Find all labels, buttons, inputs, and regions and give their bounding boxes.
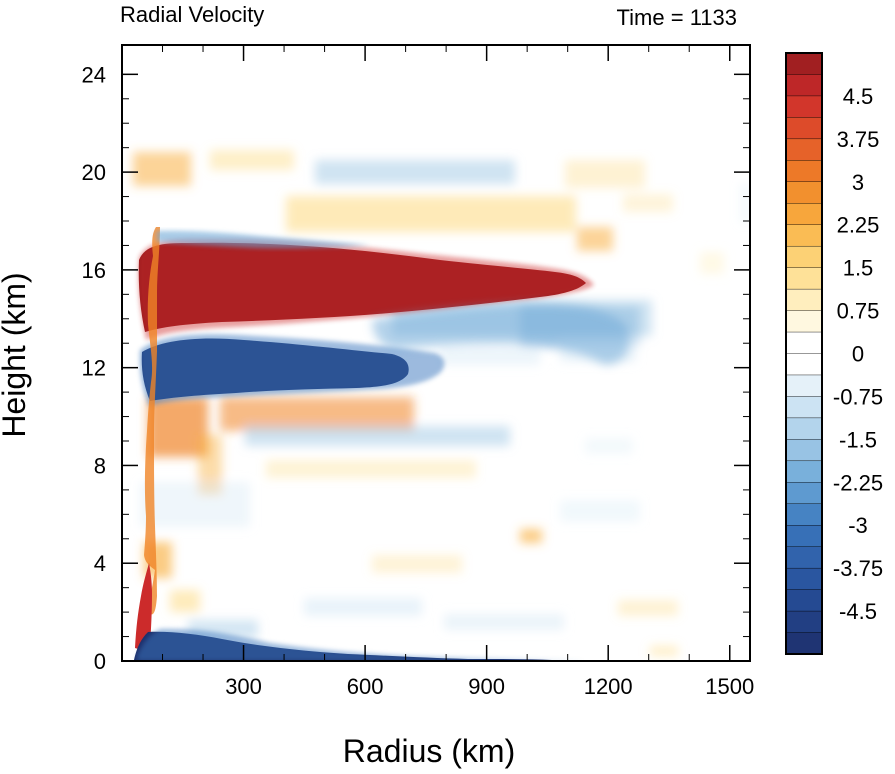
upper-inflow-weak-band xyxy=(372,303,630,365)
x-tick-label-1200: 1200 xyxy=(584,674,633,699)
x-axis-title: Radius (km) xyxy=(343,733,515,769)
field-patch-upper-left xyxy=(133,152,191,186)
velocity-field xyxy=(133,150,750,661)
x-tick-labels: 300 600 900 1200 1500 xyxy=(225,674,754,699)
colorbar-swatch-8 xyxy=(785,224,823,247)
field-patch-upper-band-1 xyxy=(210,150,294,170)
colorbar-label--4.5: -4.5 xyxy=(839,599,877,624)
colorbar-label-4.5: 4.5 xyxy=(843,84,874,109)
colorbar-swatch-9 xyxy=(785,245,823,269)
eyewall-outflow-lower xyxy=(135,563,152,650)
colorbar-label--3: -3 xyxy=(848,513,868,538)
colorbar-swatch-1 xyxy=(785,74,823,97)
field-patch-lower-left-6 xyxy=(140,482,250,527)
colorbar-swatch-14 xyxy=(785,353,823,376)
y-tick-label-24: 24 xyxy=(82,62,106,87)
y-tick-label-12: 12 xyxy=(82,356,106,381)
colorbar-swatch-10 xyxy=(785,267,823,290)
field-patch-blue-mid-4 xyxy=(440,347,540,365)
field-patch-upper-band-2 xyxy=(315,160,515,184)
field-patch-lower-left-14 xyxy=(650,646,678,656)
field-patch-lower-left-3 xyxy=(220,397,414,431)
field-patch-lower-left-5 xyxy=(266,460,476,478)
y-axis-title: Height (km) xyxy=(0,272,32,437)
field-patch-lower-left-13 xyxy=(618,600,678,616)
chart-title: Radial Velocity xyxy=(120,2,264,27)
colorbar-frame xyxy=(785,52,823,655)
colorbar-swatch-4 xyxy=(785,138,823,161)
y-tick-label-4: 4 xyxy=(94,551,106,576)
colorbar-label-0.75: 0.75 xyxy=(837,299,880,324)
colorbar-swatch-18 xyxy=(785,439,823,462)
colorbar-label-3: 3 xyxy=(852,170,864,195)
colorbar-swatch-3 xyxy=(785,117,823,140)
colorbar-label-1.5: 1.5 xyxy=(843,256,874,281)
upper-outflow-edge xyxy=(138,238,595,340)
colorbar-label--2.25: -2.25 xyxy=(833,470,883,495)
y-tick-label-20: 20 xyxy=(82,160,106,185)
y-tick-label-16: 16 xyxy=(82,258,106,283)
mid-upper-inflow-edge xyxy=(139,334,445,406)
field-patch-upper-band-5 xyxy=(577,227,613,251)
colorbar-swatch-15 xyxy=(785,374,823,397)
y-tick-labels: 0 4 8 12 16 20 24 xyxy=(82,62,106,674)
eyewall-boundary xyxy=(144,227,160,615)
colorbar-swatch-16 xyxy=(785,396,823,419)
colorbar-label--3.75: -3.75 xyxy=(833,556,883,581)
colorbar-label-0: 0 xyxy=(852,342,864,367)
field-patch-lower-left-10 xyxy=(304,598,422,616)
x-tick-label-600: 600 xyxy=(347,674,384,699)
colorbar xyxy=(785,52,823,655)
colorbar-swatch-13 xyxy=(785,331,823,354)
y-tick-marks xyxy=(122,73,750,662)
colorbar-swatch-12 xyxy=(785,310,823,333)
colorbar-swatch-0 xyxy=(785,52,823,75)
y-tick-label-8: 8 xyxy=(94,453,106,478)
colorbar-swatch-11 xyxy=(785,288,823,311)
colorbar-swatch-25 xyxy=(785,589,823,612)
x-tick-label-1500: 1500 xyxy=(705,674,754,699)
colorbar-swatch-7 xyxy=(785,203,823,226)
field-patch-lower-left-17 xyxy=(585,438,633,454)
field-patch-lower-left-15 xyxy=(560,500,640,522)
field-patch-lower-left-11 xyxy=(444,614,564,630)
x-tick-label-900: 900 xyxy=(468,674,505,699)
colorbar-swatch-19 xyxy=(785,460,823,483)
field-patch-lower-left-12 xyxy=(520,529,542,543)
colorbar-label--0.75: -0.75 xyxy=(833,384,883,409)
field-patch-lower-left-8 xyxy=(170,590,200,612)
colorbar-label-2.25: 2.25 xyxy=(837,213,880,238)
y-tick-label-0: 0 xyxy=(94,649,106,674)
colorbar-labels: 4.5 3.75 3 2.25 1.5 0.75 0 -0.75 -1.5 -2.25 -3 -3.7… xyxy=(833,84,883,624)
colorbar-swatch-6 xyxy=(785,181,823,204)
field-patch-upper-band-6 xyxy=(623,194,673,212)
field-patch-lower-left-16 xyxy=(372,555,462,573)
plot-frame xyxy=(121,44,751,662)
colorbar-swatch-21 xyxy=(785,503,823,526)
colorbar-swatch-22 xyxy=(785,525,823,548)
colorbar-swatch-20 xyxy=(785,482,823,505)
upper-eyewall-blue-edge xyxy=(156,230,370,249)
field-patch-upper-band-4 xyxy=(565,160,645,188)
colorbar-swatch-23 xyxy=(785,546,823,569)
time-label: Time = 1133 xyxy=(617,5,737,30)
field-patch-upper-band-3 xyxy=(286,196,576,232)
field-patch-right-2 xyxy=(740,183,750,223)
x-tick-label-300: 300 xyxy=(225,674,262,699)
field-patch-lower-left-4 xyxy=(245,426,510,446)
colorbar-swatch-27 xyxy=(785,632,823,655)
boundary-layer-inflow-edge xyxy=(137,628,585,661)
colorbar-label-3.75: 3.75 xyxy=(837,127,880,152)
colorbar-swatch-5 xyxy=(785,160,823,183)
x-tick-marks xyxy=(121,45,731,661)
colorbar-swatch-2 xyxy=(785,95,823,118)
colorbar-swatch-24 xyxy=(785,567,823,591)
colorbar-swatch-17 xyxy=(785,417,823,440)
colorbar-swatch-26 xyxy=(785,610,823,633)
colorbar-label--1.5: -1.5 xyxy=(839,427,877,452)
field-patch-right-1 xyxy=(700,252,724,274)
